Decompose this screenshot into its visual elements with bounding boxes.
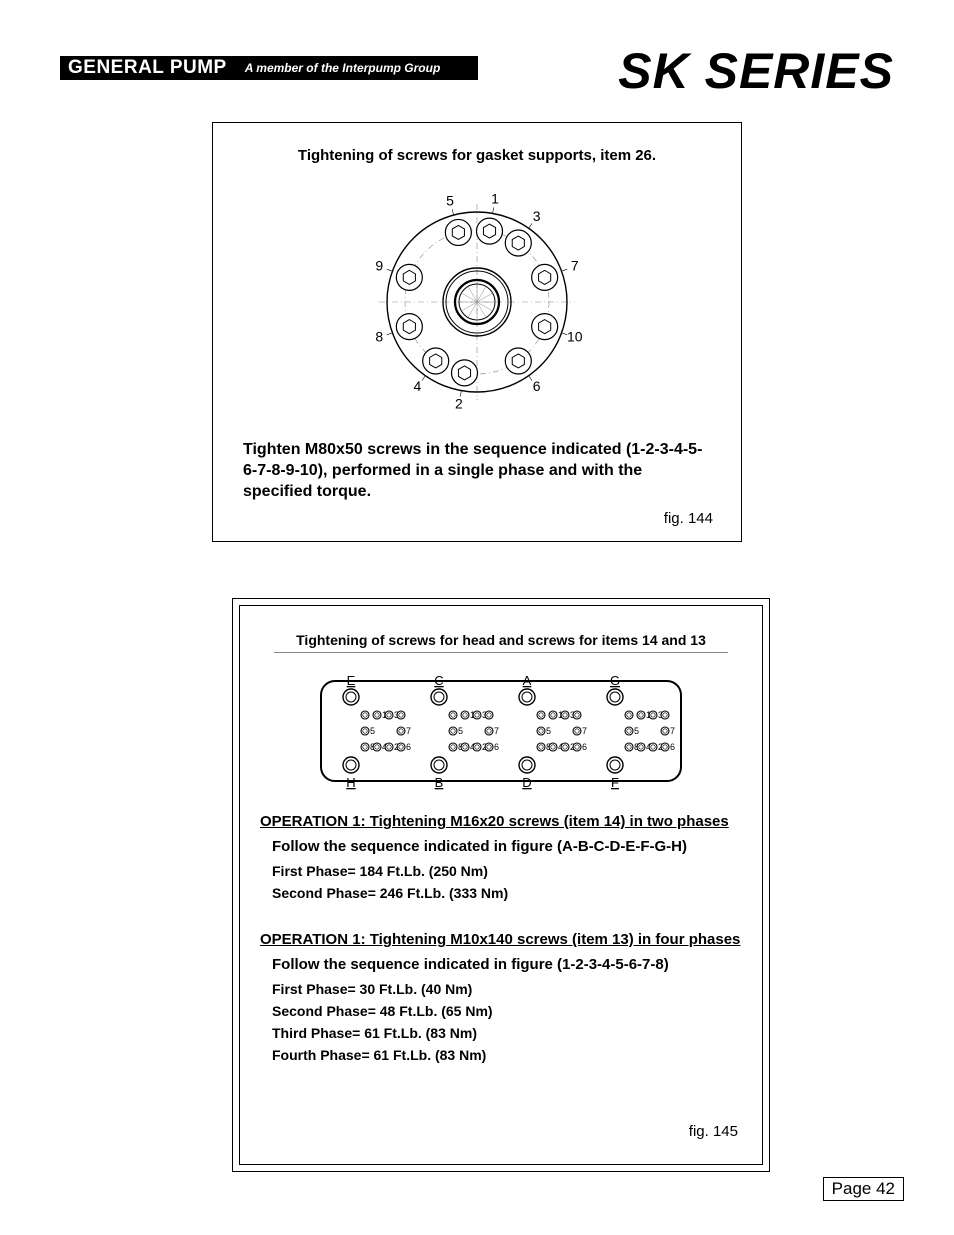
svg-text:4: 4 [413,378,421,394]
svg-text:3: 3 [533,208,541,224]
member-text: A member of the Interpump Group [245,61,441,75]
figure-145-title: Tightening of screws for head and screws… [274,632,728,653]
svg-text:7: 7 [571,257,579,273]
svg-text:2: 2 [455,395,463,411]
svg-text:7: 7 [494,726,499,736]
svg-text:8: 8 [375,329,383,345]
phase-line: Second Phase= 48 Ft.Lb. (65 Nm) [272,1003,742,1019]
svg-text:9: 9 [375,257,383,273]
operation-2-follow: Follow the sequence indicated in figure … [272,956,742,973]
figure-145-inner: Tightening of screws for head and screws… [239,605,763,1165]
phase-line: First Phase= 184 Ft.Lb. (250 Nm) [272,863,742,879]
svg-text:6: 6 [494,742,499,752]
svg-text:F: F [611,775,619,790]
svg-text:6: 6 [406,742,411,752]
svg-text:B: B [435,775,444,790]
figure-145-box: Tightening of screws for head and screws… [232,598,770,1172]
gasket-diagram: 1 2 3 4 5 6 7 8 9 10 [357,182,597,422]
svg-text:6: 6 [582,742,587,752]
figure-144-label: fig. 144 [213,510,713,527]
svg-text:7: 7 [670,726,675,736]
svg-text:6: 6 [670,742,675,752]
svg-text:5: 5 [634,726,639,736]
svg-text:7: 7 [406,726,411,736]
company-name: GENERAL PUMP [68,57,227,79]
svg-text:5: 5 [546,726,551,736]
svg-text:5: 5 [458,726,463,736]
svg-text:5: 5 [370,726,375,736]
svg-text:E: E [347,673,356,688]
header-bar: GENERAL PUMP A member of the Interpump G… [60,56,478,80]
svg-text:H: H [346,775,355,790]
svg-text:G: G [610,673,620,688]
svg-text:D: D [522,775,531,790]
operation-2-phases: First Phase= 30 Ft.Lb. (40 Nm) Second Pha… [254,981,748,1063]
operation-2-heading: OPERATION 1: Tightening M10x140 screws (… [260,931,742,948]
operation-1-phases: First Phase= 184 Ft.Lb. (250 Nm) Second P… [254,863,748,901]
svg-text:1: 1 [491,191,499,207]
svg-text:5: 5 [446,193,454,209]
figure-144-box: Tightening of screws for gasket supports… [212,122,742,542]
phase-line: First Phase= 30 Ft.Lb. (40 Nm) [272,981,742,997]
figure-144-instruction: Tighten M80x50 screws in the sequence in… [243,440,711,502]
svg-text:C: C [434,673,443,688]
phase-line: Second Phase= 246 Ft.Lb. (333 Nm) [272,885,742,901]
figure-144-title: Tightening of screws for gasket supports… [213,147,741,164]
svg-text:A: A [523,673,532,688]
phase-line: Third Phase= 61 Ft.Lb. (83 Nm) [272,1025,742,1041]
page-number: Page 42 [823,1177,904,1201]
operation-1-follow: Follow the sequence indicated in figure … [272,838,742,855]
head-diagram: ECAGHBDF13578426135784261357842613578426 [291,663,711,803]
figure-145-label: fig. 145 [689,1123,738,1140]
phase-line: Fourth Phase= 61 Ft.Lb. (83 Nm) [272,1047,742,1063]
svg-text:10: 10 [567,329,583,345]
svg-text:6: 6 [533,378,541,394]
series-title: SK SERIES [618,42,894,100]
svg-text:7: 7 [582,726,587,736]
operation-1-heading: OPERATION 1: Tightening M16x20 screws (i… [260,813,742,830]
